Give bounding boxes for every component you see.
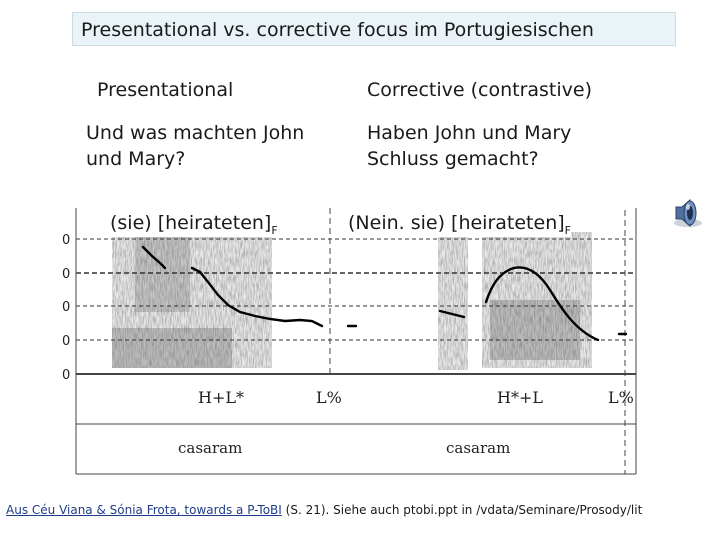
tone-label: H*+L [497, 388, 543, 407]
grid-lines [76, 238, 636, 341]
pitch-segment [438, 309, 466, 319]
source-rest: (S. 21). Siehe auch ptobi.ppt in /vdata/… [281, 503, 643, 517]
tick-label: 0 [62, 368, 70, 383]
tone-tier: H+L* L% H*+L L% [198, 388, 634, 407]
label-corrective: (Nein. sie) [heirateten]F [348, 212, 571, 237]
heading-presentational: Presentational [97, 79, 234, 101]
question-line: Schluss gemacht? [367, 148, 539, 170]
heading-corrective: Corrective (contrastive) [367, 79, 593, 101]
word-label: casaram [446, 439, 510, 457]
question-presentational: Und was machten John und Mary? [86, 120, 304, 172]
tick-label: 0 [62, 267, 70, 282]
question-line: Haben John und Mary [367, 122, 572, 144]
pitch-segment [190, 266, 324, 328]
source-citation: Aus Céu Viana & Sónia Frota, towards a P… [6, 503, 642, 517]
spectrogram-left [112, 228, 272, 368]
focus-subscript: F [564, 223, 571, 237]
question-corrective: Haben John und Mary Schluss gemacht? [367, 120, 571, 172]
tone-label: L% [316, 388, 342, 407]
plot-frame [75, 208, 637, 475]
focus-subscript: F [271, 223, 278, 237]
tick-label: 0 [62, 300, 70, 315]
tick-label: 0 [62, 334, 70, 349]
label-presentational: (sie) [heirateten]F [110, 212, 278, 237]
word-label: casaram [178, 439, 242, 457]
pitch-segment [484, 266, 600, 342]
question-line: und Mary? [86, 148, 186, 170]
spectrogram-right [438, 230, 592, 370]
tick-label: 0 [62, 233, 70, 248]
word-tier: casaram casaram [178, 439, 510, 457]
axis-ticks: 0 0 0 0 0 [62, 233, 70, 383]
question-line: Und was machten John [86, 122, 305, 144]
tone-label: L% [608, 388, 634, 407]
source-link[interactable]: Aus Céu Viana & Sónia Frota, towards a P… [6, 503, 282, 517]
label-text: (sie) [heirateten] [110, 212, 272, 234]
slide-title: Presentational vs. corrective focus im P… [72, 12, 676, 46]
speaker-icon[interactable] [668, 193, 708, 233]
tone-label: H+L* [198, 388, 244, 407]
label-text: (Nein. sie) [heirateten] [348, 212, 565, 234]
pitch-segment [141, 245, 167, 270]
pitch-contours [141, 245, 628, 342]
